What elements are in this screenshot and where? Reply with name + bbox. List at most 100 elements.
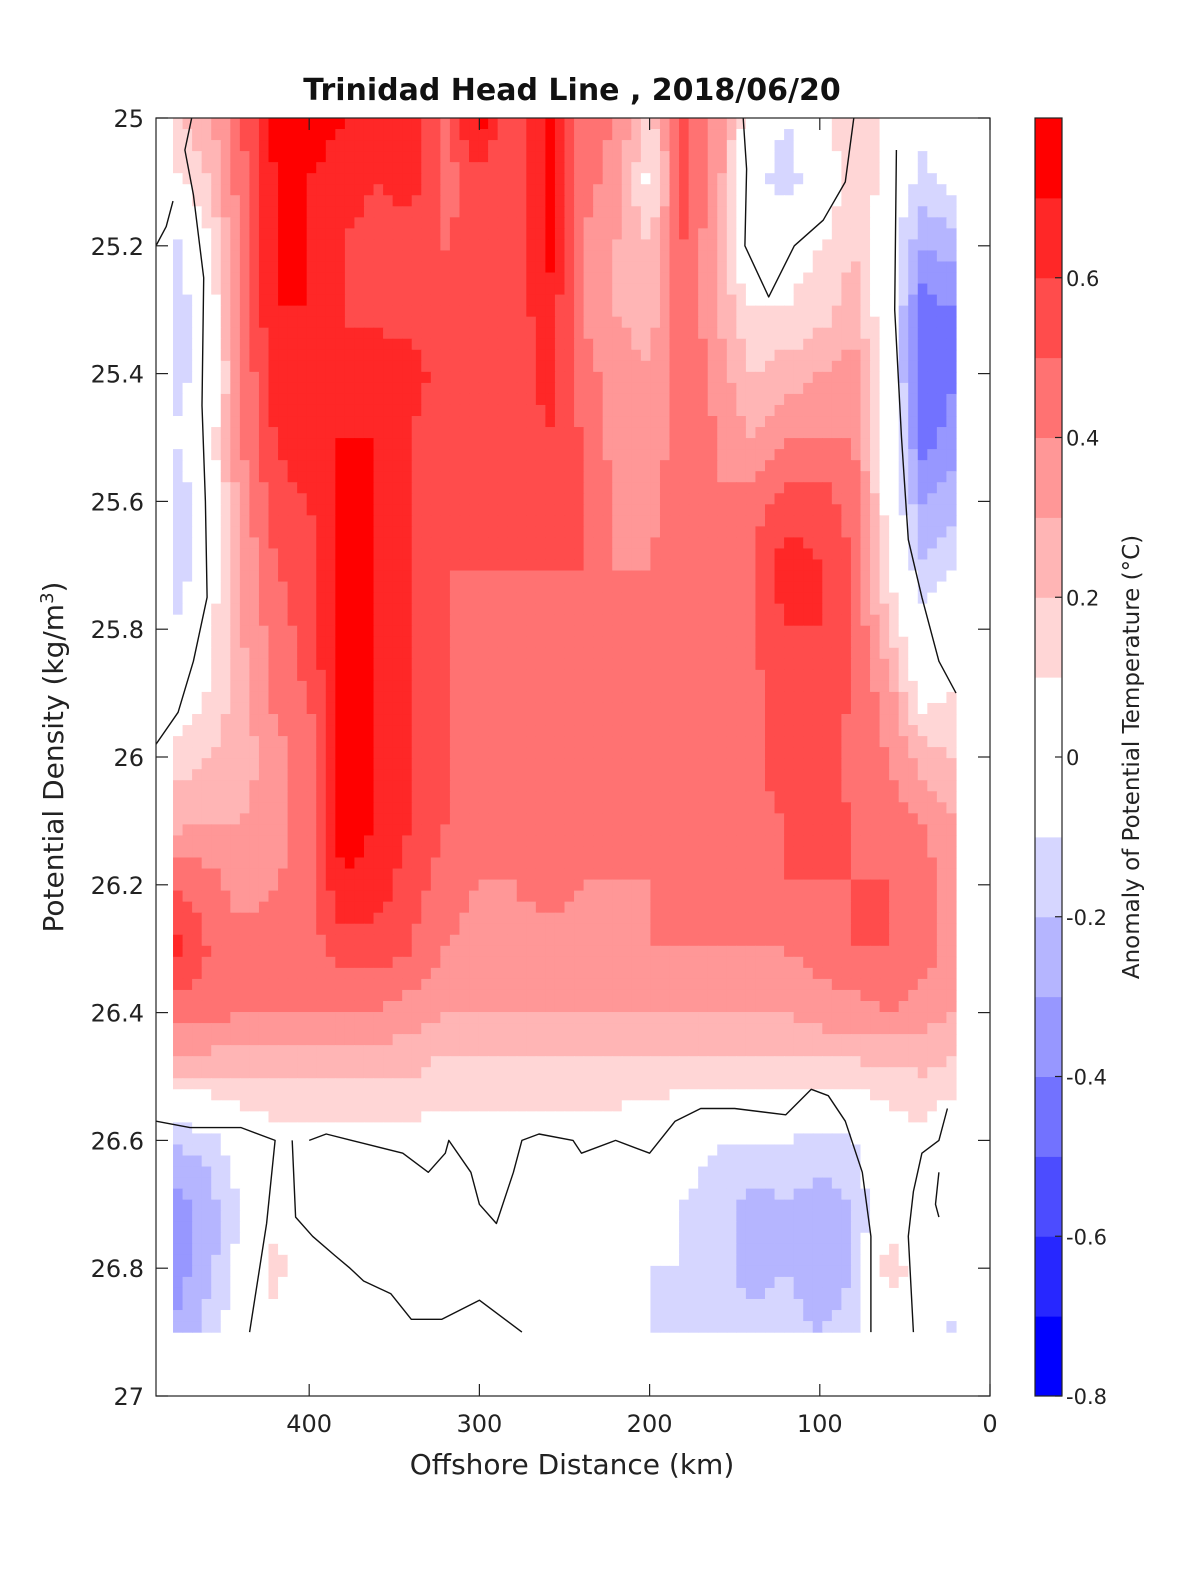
anomaly-cell — [831, 228, 842, 241]
anomaly-cell — [182, 691, 193, 704]
anomaly-cell — [430, 184, 441, 196]
anomaly-cell — [459, 581, 470, 594]
anomaly-cell — [593, 736, 604, 748]
anomaly-cell — [593, 382, 604, 395]
anomaly-cell — [669, 206, 680, 218]
anomaly-cell — [745, 449, 757, 461]
anomaly-cell — [812, 404, 823, 417]
anomaly-cell — [516, 570, 527, 583]
anomaly-cell — [841, 382, 852, 395]
anomaly-cell — [421, 592, 432, 605]
anomaly-cell — [669, 526, 680, 539]
anomaly-cell — [430, 118, 441, 130]
anomaly-cell — [936, 305, 948, 318]
anomaly-cell — [392, 658, 403, 671]
anomaly-cell — [297, 614, 308, 627]
anomaly-cell — [421, 570, 432, 583]
anomaly-cell — [239, 780, 251, 792]
anomaly-cell — [726, 614, 737, 627]
anomaly-cell — [488, 173, 499, 185]
anomaly-cell — [564, 636, 575, 649]
anomaly-cell — [402, 283, 413, 296]
anomaly-cell — [192, 327, 203, 340]
anomaly-cell — [602, 482, 613, 494]
anomaly-cell — [325, 515, 336, 527]
anomaly-cell — [392, 338, 403, 351]
anomaly-cell — [469, 725, 480, 737]
anomaly-cell — [659, 438, 671, 450]
anomaly-cell — [478, 184, 489, 196]
anomaly-cell — [879, 725, 890, 737]
anomaly-cell — [745, 118, 757, 130]
anomaly-cell — [192, 559, 203, 572]
anomaly-cell — [860, 129, 871, 141]
anomaly-cell — [812, 382, 823, 395]
anomaly-cell — [440, 173, 451, 185]
anomaly-cell — [383, 680, 394, 693]
anomaly-cell — [736, 294, 747, 307]
anomaly-cell — [736, 217, 747, 229]
anomaly-cell — [383, 537, 394, 550]
anomaly-cell — [316, 482, 327, 494]
anomaly-cell — [688, 162, 699, 174]
anomaly-cell — [927, 647, 938, 660]
anomaly-cell — [784, 404, 795, 417]
anomaly-cell — [239, 173, 251, 185]
anomaly-cell — [363, 217, 375, 229]
anomaly-cell — [220, 504, 231, 516]
anomaly-cell — [707, 691, 718, 704]
anomaly-cell — [755, 636, 766, 649]
anomaly-cell — [803, 747, 814, 759]
anomaly-cell — [831, 393, 842, 406]
anomaly-cell — [707, 151, 718, 163]
anomaly-cell — [707, 305, 718, 318]
anomaly-cell — [344, 393, 356, 406]
anomaly-cell — [707, 526, 718, 539]
anomaly-cell — [526, 493, 537, 505]
anomaly-cell — [946, 725, 957, 737]
anomaly-cell — [497, 504, 508, 516]
anomaly-cell — [707, 272, 718, 285]
anomaly-cell — [688, 416, 699, 428]
anomaly-cell — [765, 382, 776, 395]
anomaly-cell — [297, 338, 308, 351]
anomaly-cell — [459, 184, 470, 196]
anomaly-cell — [574, 184, 585, 196]
anomaly-cell — [889, 570, 900, 583]
anomaly-cell — [430, 393, 441, 406]
anomaly-cell — [268, 758, 279, 770]
anomaly-cell — [679, 702, 690, 715]
anomaly-cell — [449, 173, 461, 185]
anomaly-cell — [440, 283, 451, 296]
anomaly-cell — [287, 460, 298, 472]
anomaly-cell — [774, 272, 785, 285]
anomaly-cell — [211, 658, 222, 671]
anomaly-cell — [736, 261, 747, 274]
anomaly-cell — [688, 129, 699, 141]
anomaly-cell — [765, 250, 776, 263]
anomaly-cell — [220, 283, 231, 296]
anomaly-cell — [278, 581, 289, 594]
anomaly-cell — [392, 151, 403, 163]
anomaly-cell — [765, 769, 776, 781]
anomaly-cell — [927, 283, 938, 296]
anomaly-cell — [755, 184, 766, 196]
anomaly-cell — [297, 228, 308, 241]
anomaly-cell — [659, 680, 671, 693]
anomaly-cell — [211, 592, 222, 605]
anomaly-cell — [306, 592, 317, 605]
anomaly-cell — [803, 393, 814, 406]
anomaly-cell — [306, 548, 317, 561]
anomaly-cell — [736, 614, 747, 627]
anomaly-cell — [488, 603, 499, 616]
anomaly-cell — [736, 658, 747, 671]
anomaly-cell — [850, 151, 862, 163]
anomaly-cell — [736, 769, 747, 781]
anomaly-cell — [306, 438, 317, 450]
anomaly-cell — [545, 283, 556, 296]
anomaly-cell — [411, 504, 422, 516]
anomaly-cell — [478, 625, 489, 638]
anomaly-cell — [258, 371, 270, 384]
anomaly-cell — [182, 636, 193, 649]
anomaly-cell — [889, 559, 900, 572]
